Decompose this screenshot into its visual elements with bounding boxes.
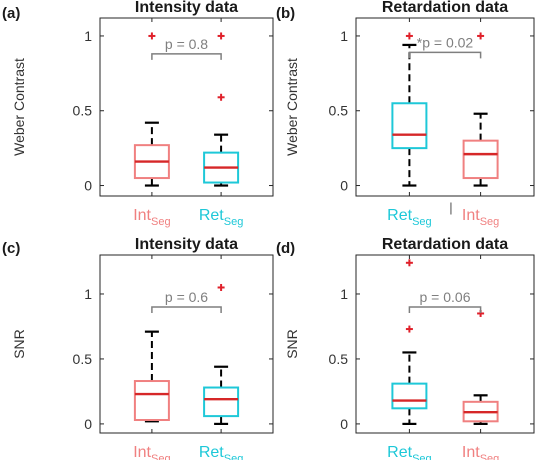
box-int	[462, 309, 499, 426]
box-ret	[203, 283, 240, 426]
y-tick-label: 0	[84, 416, 92, 432]
stray-tick-label: |	[449, 200, 452, 215]
box-ret	[203, 32, 240, 187]
y-tick-label: 0.5	[329, 103, 349, 119]
y-axis-label: Weber Contrast	[284, 58, 300, 156]
bracket-line	[151, 53, 222, 60]
p-value-label: p = 0.8	[165, 36, 208, 52]
panel-d: Retardation data (d) SNR 0 0.5 1 RetSeg IntSeg p…	[276, 236, 535, 460]
outlier-marker	[405, 32, 413, 40]
x-tick-label: RetSeg	[199, 207, 243, 228]
bracket-line	[408, 306, 482, 313]
box-int	[462, 32, 499, 187]
panel-label: (d)	[276, 240, 295, 257]
outlier-marker	[405, 259, 413, 267]
y-tick-label: 0	[84, 178, 92, 194]
y-tick-label: 0.5	[73, 103, 93, 119]
y-tick-label: 0.5	[329, 351, 349, 367]
y-tick-label: 1	[340, 28, 348, 44]
outlier-marker	[477, 32, 485, 40]
p-value-label: p = 0.06	[420, 289, 471, 305]
x-tick-label: IntSeg	[133, 207, 170, 228]
panel-a: Intensity data (a) Weber Contrast 0 0.5 1 IntS…	[2, 0, 274, 228]
panel-title: Intensity data	[135, 0, 238, 16]
significance-bracket: *p = 0.02	[408, 34, 482, 59]
x-tick-label: IntSeg	[462, 207, 499, 228]
outlier-marker	[217, 93, 225, 101]
outlier-marker	[148, 32, 156, 40]
y-tick-label: 0	[340, 178, 348, 194]
box-int	[133, 330, 170, 423]
y-axis-label: Weber Contrast	[11, 58, 27, 156]
box-iqr	[462, 139, 499, 180]
x-tick-label: RetSeg	[387, 444, 431, 460]
x-tick-label: IntSeg	[133, 444, 170, 460]
x-tick-label-subscript: Seg	[480, 453, 500, 460]
panel-title: Retardation data	[382, 0, 508, 16]
panel-b: Retardation data (b) Weber Contrast 0 0.5 1 Re…	[276, 0, 535, 228]
outlier-marker	[217, 283, 225, 291]
box-int	[133, 32, 170, 187]
bracket-line	[408, 51, 482, 59]
axes-frame	[99, 254, 274, 434]
y-tick-label: 1	[84, 28, 92, 44]
p-value-label: p = 0.6	[165, 289, 208, 305]
significance-bracket: p = 0.6	[151, 289, 222, 313]
y-axis-label: SNR	[11, 329, 27, 359]
panel-c: Intensity data (c) SNR 0 0.5 1 IntSeg RetSeg p =…	[2, 236, 274, 460]
significance-bracket: p = 0.8	[151, 36, 222, 60]
box-ret	[391, 259, 428, 426]
box-iqr	[203, 386, 240, 418]
y-tick-label: 1	[84, 286, 92, 302]
y-tick-label: 0	[340, 416, 348, 432]
panel-title: Intensity data	[135, 236, 238, 253]
x-tick-label: RetSeg	[199, 444, 243, 460]
panel-label: (b)	[276, 5, 295, 22]
box-iqr	[133, 380, 170, 422]
box-iqr	[391, 102, 428, 150]
panel-label: (c)	[2, 240, 20, 257]
x-tick-label-subscript: Seg	[480, 216, 500, 228]
y-tick-label: 1	[340, 286, 348, 302]
p-value-label: *p = 0.02	[417, 34, 474, 50]
significance-bracket: p = 0.06	[408, 289, 482, 313]
x-tick-label-subscript: Seg	[412, 453, 432, 460]
x-tick-label-subscript: Seg	[151, 453, 171, 460]
axes-frame	[355, 17, 535, 197]
x-tick-label-subscript: Seg	[412, 216, 432, 228]
axes-frame	[355, 254, 535, 434]
y-axis-label: SNR	[284, 329, 300, 359]
axes-frame	[99, 17, 274, 197]
x-tick-label: IntSeg	[462, 444, 499, 460]
x-tick-label-subscript: Seg	[151, 216, 171, 228]
x-tick-label-subscript: Seg	[224, 216, 244, 228]
panel-title: Retardation data	[382, 236, 508, 253]
outlier-marker	[405, 325, 413, 333]
bracket-line	[151, 306, 222, 313]
y-tick-label: 0.5	[73, 351, 93, 367]
x-tick-label-subscript: Seg	[224, 453, 244, 460]
box-iqr	[391, 382, 428, 410]
panel-label: (a)	[2, 5, 20, 22]
outlier-marker	[217, 32, 225, 40]
x-tick-label: RetSeg	[387, 207, 431, 228]
